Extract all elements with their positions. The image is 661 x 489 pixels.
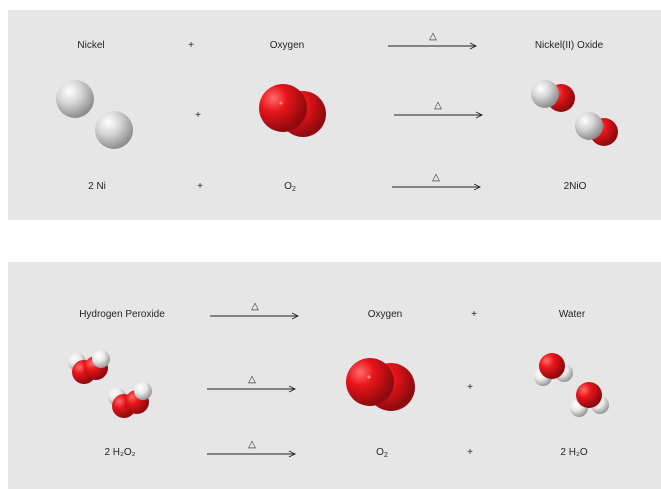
product-name-water: Water	[558, 309, 586, 320]
reactant-formula-oxygen: O2	[284, 181, 296, 193]
heat-arrow: △	[392, 172, 482, 191]
delta-symbol: △	[251, 301, 259, 312]
product-formula-oxygen: O2	[376, 447, 388, 459]
plus-sign: +	[188, 40, 194, 51]
heat-arrow: △	[207, 374, 297, 393]
delta-symbol: △	[248, 439, 256, 450]
delta-symbol: △	[429, 31, 437, 42]
hydrogen-peroxide-molecules-model	[60, 348, 160, 420]
reaction-panel-nickel-oxide: Nickel + Oxygen △ Nickel(II) Oxide + △ 2	[8, 10, 661, 220]
water-molecules-model	[533, 350, 617, 422]
delta-symbol: △	[248, 374, 256, 385]
plus-sign: +	[195, 110, 201, 121]
reactant-name-oxygen: Oxygen	[269, 40, 305, 51]
delta-symbol: △	[434, 100, 442, 111]
reactant-formula-hydrogen-peroxide: 2 H₂O₂	[104, 447, 136, 458]
oxygen-molecule-model	[341, 354, 421, 418]
product-formula-water: 2 H₂O	[560, 447, 588, 458]
nickel-atoms-model	[55, 80, 139, 154]
plus-sign: +	[467, 382, 473, 393]
nickel-oxide-molecules-model	[530, 78, 626, 152]
reactant-name-hydrogen-peroxide: Hydrogen Peroxide	[79, 309, 165, 320]
product-name-nickel-oxide: Nickel(II) Oxide	[534, 40, 604, 51]
product-name-oxygen: Oxygen	[367, 309, 403, 320]
plus-sign: +	[197, 181, 203, 192]
oxygen-molecule-model	[258, 82, 332, 146]
reactant-name-nickel: Nickel	[77, 40, 105, 51]
heat-arrow: △	[388, 31, 478, 50]
delta-symbol: △	[432, 172, 440, 183]
plus-sign: +	[467, 447, 473, 458]
product-formula-nickel-oxide: 2NiO	[563, 181, 587, 192]
heat-arrow: △	[394, 100, 484, 119]
heat-arrow: △	[210, 301, 300, 320]
reactant-formula-nickel: 2 Ni	[88, 181, 106, 192]
reaction-panel-hydrogen-peroxide: Hydrogen Peroxide △ Oxygen + Water △ +	[8, 262, 661, 489]
heat-arrow: △	[207, 439, 297, 458]
plus-sign: +	[471, 309, 477, 320]
